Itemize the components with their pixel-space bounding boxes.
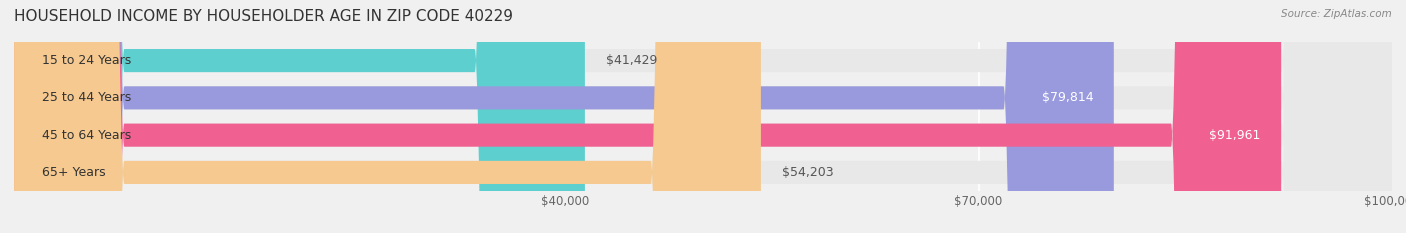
Text: $91,961: $91,961 <box>1209 129 1261 142</box>
Text: $79,814: $79,814 <box>1042 91 1092 104</box>
FancyBboxPatch shape <box>14 0 1392 233</box>
FancyBboxPatch shape <box>14 0 585 233</box>
FancyBboxPatch shape <box>14 0 1392 233</box>
Text: $41,429: $41,429 <box>606 54 657 67</box>
Text: HOUSEHOLD INCOME BY HOUSEHOLDER AGE IN ZIP CODE 40229: HOUSEHOLD INCOME BY HOUSEHOLDER AGE IN Z… <box>14 9 513 24</box>
Text: 25 to 44 Years: 25 to 44 Years <box>42 91 131 104</box>
FancyBboxPatch shape <box>14 0 1281 233</box>
FancyBboxPatch shape <box>14 0 1392 233</box>
Text: $54,203: $54,203 <box>782 166 834 179</box>
Text: 45 to 64 Years: 45 to 64 Years <box>42 129 131 142</box>
Text: 15 to 24 Years: 15 to 24 Years <box>42 54 131 67</box>
FancyBboxPatch shape <box>14 0 1114 233</box>
FancyBboxPatch shape <box>14 0 1392 233</box>
Text: 65+ Years: 65+ Years <box>42 166 105 179</box>
Text: Source: ZipAtlas.com: Source: ZipAtlas.com <box>1281 9 1392 19</box>
FancyBboxPatch shape <box>14 0 761 233</box>
